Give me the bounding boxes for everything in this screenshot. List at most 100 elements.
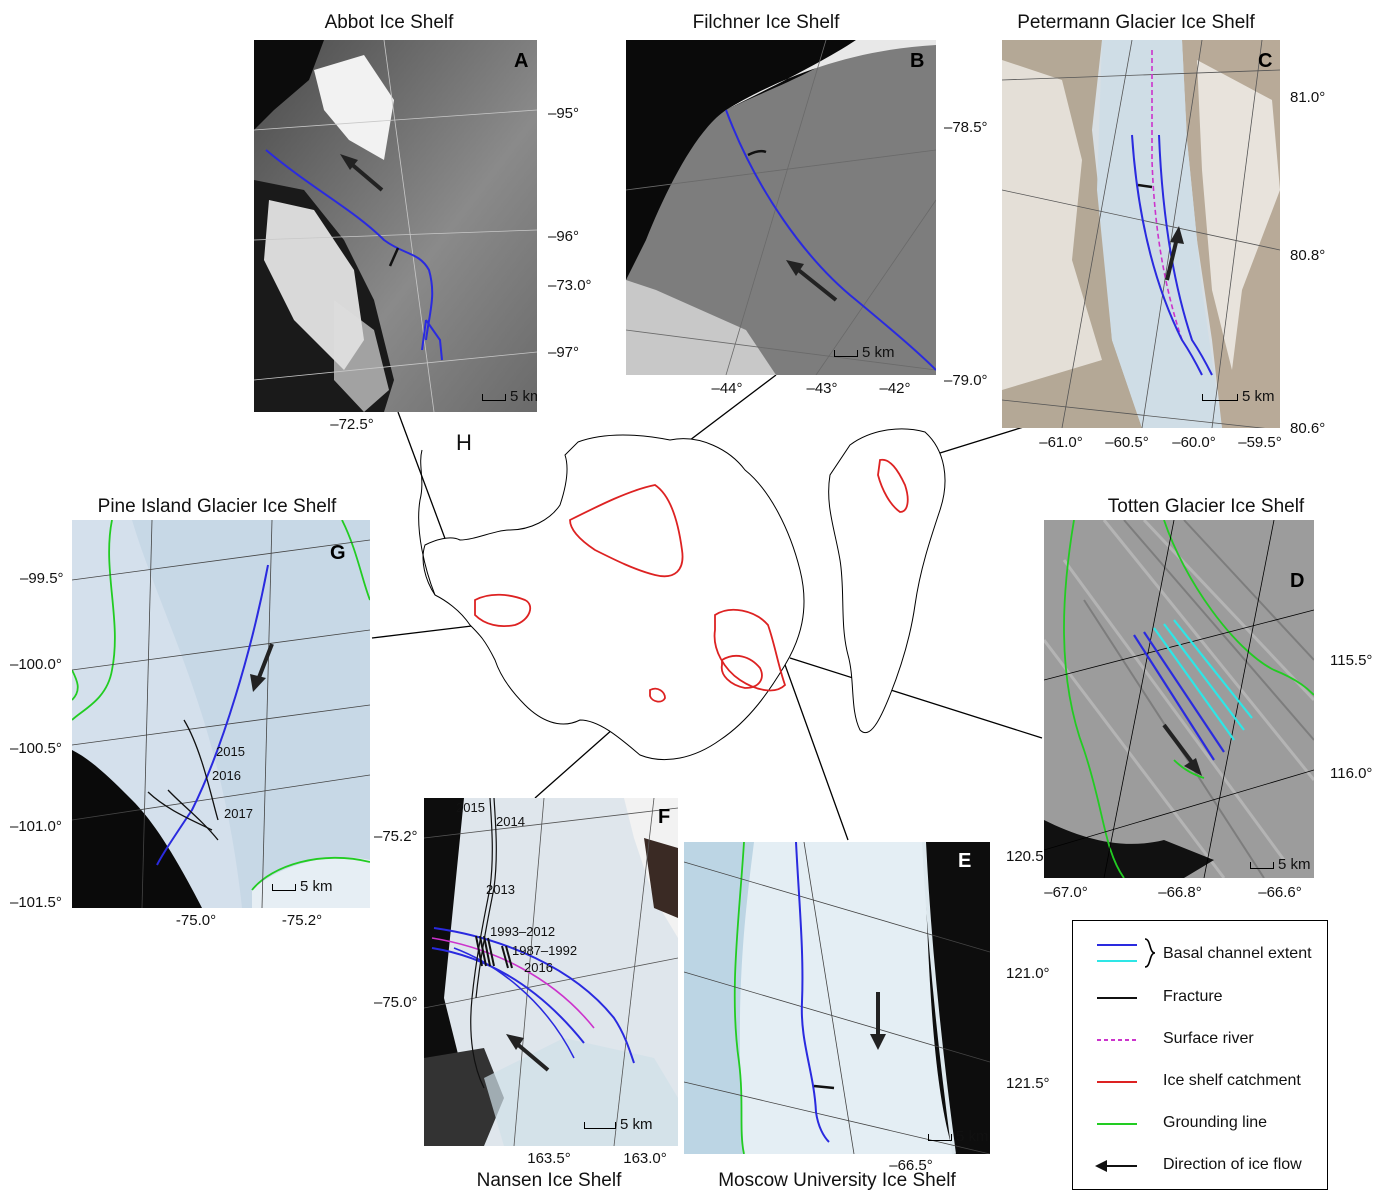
panel-d-tick: –67.0° [1044,884,1088,901]
panel-f-annotation: 2016 [524,960,553,975]
panel-g-tick: –101.5° [10,894,62,911]
panel-b-scale: 5 km [834,344,895,361]
panel-f-annotation: 1993–2012 [490,924,556,939]
panel-a-tick: –96° [548,228,580,245]
panel-e-scale: 5 km [928,1128,989,1145]
panel-a-title: Abbot Ice Shelf [324,12,454,33]
panel-d-tick: 115.5° [1330,652,1373,669]
panel-b-image [626,40,936,375]
panel-f-tick: –75.2° [374,828,418,845]
antarctica-outline [422,434,805,761]
panel-b-tick: –42° [879,380,911,397]
panel-c-tick: 80.6° [1290,420,1326,437]
panel-f-tick: –75.0° [374,994,418,1011]
panel-a-label: A [514,50,529,72]
panel-b-tick: –43° [806,380,838,397]
panel-c-tick: –60.5° [1105,434,1149,451]
legend-item-catchment: Ice shelf catchment [1073,1067,1327,1097]
legend-swatch [1097,938,1156,968]
panel-a-tick: –95° [548,105,580,122]
legend-label: Basal channel extent [1163,945,1312,962]
panel-f-title: Nansen Ice Shelf [476,1170,622,1191]
panel-g-tick: –100.0° [10,656,62,673]
panel-b-tick: –79.0° [944,372,988,389]
panel-g-tick: –100.5° [10,740,62,757]
panel-b-title: Filchner Ice Shelf [692,12,840,33]
panel-g-label: G [330,542,346,564]
panel-e-title: Moscow University Ice Shelf [718,1170,956,1191]
catchment-petermann [877,458,909,513]
panel-d-label: D [1290,570,1305,592]
panel-f-scale: 5 km [584,1116,653,1133]
panel-d-tick: –66.8° [1158,884,1202,901]
panel-f-map: F 5 km 2015 2014 2013 1993–2012 1987–199… [424,798,678,1146]
panel-e-label: E [958,850,972,872]
panel-d-scale: 5 km [1250,856,1311,873]
catchment-filchner [569,484,684,578]
panel-e-tick: 120.5° [1006,848,1050,865]
panel-a-tick: –97° [548,344,580,361]
panel-a-scale: 5 km [482,388,537,405]
legend-label: Direction of ice flow [1163,1156,1302,1173]
panel-f-label: F [658,806,671,828]
panel-e-tick: 121.5° [1006,1075,1050,1092]
panel-g-scale: 5 km [272,878,333,895]
legend-label: Surface river [1163,1030,1254,1047]
panel-c-tick: –60.0° [1172,434,1216,451]
panel-d-image [1044,520,1314,878]
panel-c-tick: 80.8° [1290,247,1326,264]
panel-f-tick: 163.5° [527,1150,571,1167]
panel-c-label: C [1258,50,1273,72]
panel-a-tick: –72.5° [330,416,374,433]
panel-b-tick: –78.5° [944,119,988,136]
catchment-abbot [474,593,532,628]
panel-g-annotation: 2015 [216,744,245,759]
legend-item-grounding-line: Grounding line [1073,1109,1327,1139]
panel-g-tick: -75.2° [281,912,323,929]
panel-e-image [684,842,990,1154]
panel-a-image [254,40,537,412]
catchment-nansen [649,687,666,703]
panel-f-tick: 163.0° [623,1150,667,1167]
panel-c-tick: –61.0° [1039,434,1083,451]
catchment-moscow [720,654,763,689]
panel-b-tick: –44° [711,380,743,397]
panel-g-annotation: 2016 [212,768,241,783]
legend-item-basal-channel: Basal channel extent [1073,935,1327,975]
catchment-totten [713,608,787,692]
panel-g-title: Pine Island Glacier Ice Shelf [97,496,337,517]
arrow-left-icon [1095,1160,1137,1172]
legend-item-surface-river: Surface river [1073,1025,1327,1055]
panel-g-annotation: 2017 [224,806,253,821]
panel-f-annotation: 1987–1992 [512,943,578,958]
panel-g-tick: -75.0° [175,912,217,929]
panel-g-tick: –99.5° [20,570,64,587]
overview-map [418,428,946,761]
panel-d-tick: 116.0° [1330,765,1373,782]
panel-a-map: A 5 km [254,40,537,412]
panel-e-tick: –66.5° [889,1157,933,1174]
panel-e-tick: 121.0° [1006,965,1050,982]
legend-swatch [1097,997,1137,999]
panel-f-image [424,798,678,1146]
panel-c-tick: –59.5° [1238,434,1282,451]
panel-b-map: B 5 km [626,40,936,375]
panel-h-label: H [456,430,472,455]
legend-item-fracture: Fracture [1073,983,1327,1013]
panel-d-tick: –66.6° [1258,884,1302,901]
panel-f-annotation: 2013 [486,882,515,897]
panel-c-scale: 5 km [1202,388,1275,405]
panel-e-map: E 5 km [684,842,990,1154]
panel-g-tick: –101.0° [10,818,62,835]
panel-g-map: G 5 km 2015 2016 2017 [72,520,370,908]
panel-d-title: Totten Glacier Ice Shelf [1107,496,1305,517]
legend-label: Fracture [1163,988,1223,1005]
legend-label: Grounding line [1163,1114,1268,1131]
panel-d-map: D 5 km [1044,520,1314,878]
legend-label: Ice shelf catchment [1163,1072,1301,1089]
panel-c-title: Petermann Glacier Ice Shelf [1017,12,1255,33]
greenland-outline [828,428,946,733]
panel-b-label: B [910,50,925,72]
panel-a-tick: –73.0° [548,277,592,294]
legend-swatch [1097,1123,1137,1125]
